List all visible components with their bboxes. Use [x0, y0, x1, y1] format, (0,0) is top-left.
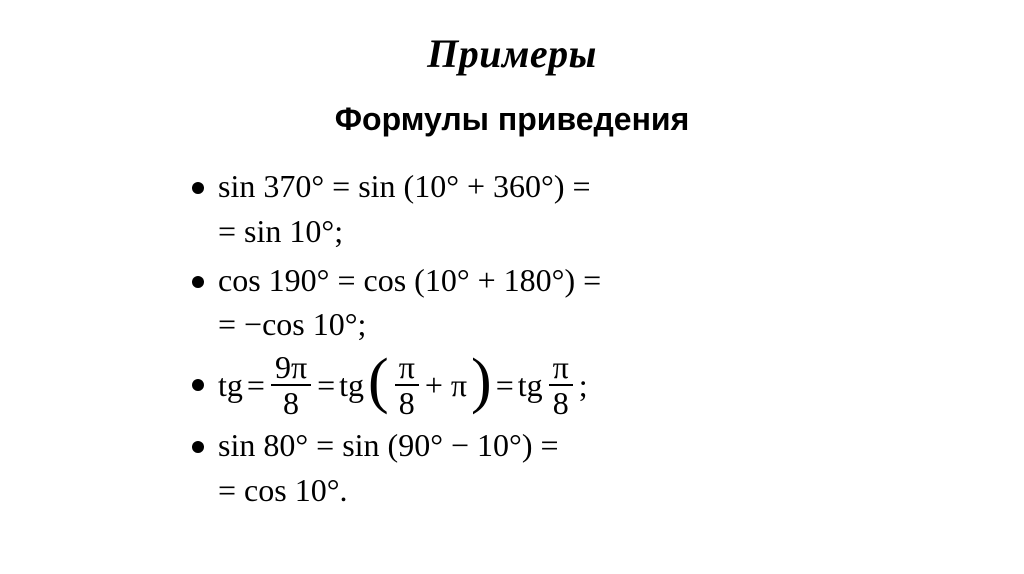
formula-block: sin 370° = sin (10° + 360°) = = sin 10°; [218, 164, 591, 254]
numerator: 9π [271, 351, 311, 386]
list-item: tg = 9π 8 = tg ( π 8 + π ) = tg π 8 ; [192, 351, 832, 419]
equals: = [247, 363, 265, 408]
formula-line: sin 80° = sin (90° − 10°) = [218, 423, 559, 468]
denominator: 8 [395, 386, 419, 419]
examples-list: sin 370° = sin (10° + 360°) = = sin 10°;… [192, 164, 832, 513]
list-item: sin 80° = sin (90° − 10°) = = cos 10°. [192, 423, 832, 513]
formula-block: cos 190° = cos (10° + 180°) = = −cos 10°… [218, 258, 601, 348]
formula-line: sin 370° = sin (10° + 360°) = [218, 164, 591, 209]
plus-pi: + π [425, 363, 467, 408]
tg-symbol: tg [518, 363, 543, 408]
tg-symbol: tg [339, 363, 364, 408]
numerator: π [395, 351, 419, 386]
bullet-icon [192, 441, 204, 453]
bullet-icon [192, 182, 204, 194]
numerator: π [549, 351, 573, 386]
equals: = [317, 363, 335, 408]
list-item: cos 190° = cos (10° + 180°) = = −cos 10°… [192, 258, 832, 348]
formula-line: = sin 10°; [218, 209, 591, 254]
fraction: 9π 8 [271, 351, 311, 419]
page-title: Примеры [427, 30, 597, 77]
list-item: sin 370° = sin (10° + 360°) = = sin 10°; [192, 164, 832, 254]
bullet-icon [192, 276, 204, 288]
formula-line: = cos 10°. [218, 468, 559, 513]
fraction: π 8 [549, 351, 573, 419]
equals: = [496, 363, 514, 408]
fraction: π 8 [395, 351, 419, 419]
tg-symbol: tg [218, 363, 243, 408]
semicolon: ; [579, 363, 588, 408]
formula-line: cos 190° = cos (10° + 180°) = [218, 258, 601, 303]
denominator: 8 [279, 386, 303, 419]
formula-block: sin 80° = sin (90° − 10°) = = cos 10°. [218, 423, 559, 513]
section-subtitle: Формулы приведения [335, 101, 690, 138]
formula-line: = −cos 10°; [218, 302, 601, 347]
bullet-icon [192, 379, 204, 391]
denominator: 8 [549, 386, 573, 419]
formula-block: tg = 9π 8 = tg ( π 8 + π ) = tg π 8 ; [218, 351, 588, 419]
